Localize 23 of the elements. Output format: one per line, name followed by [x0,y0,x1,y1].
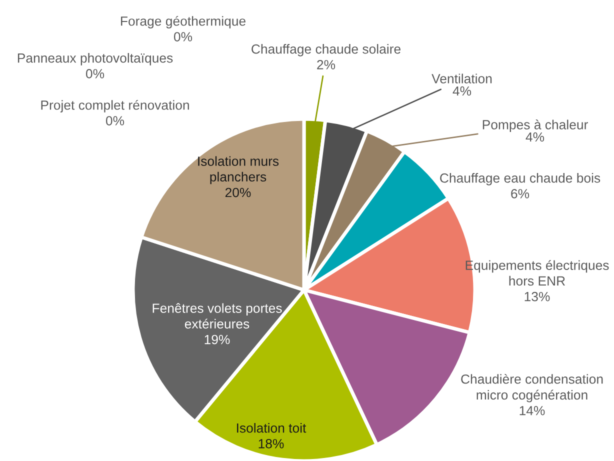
slice-label: Fenêtres volets portes extérieures [152,303,282,329]
slice-label: Isolation murs planchers [198,156,279,184]
data-label: 19% [204,334,230,344]
slice-label: Chauffage eau chaude bois [440,173,600,186]
data-label: 2% [317,60,336,70]
category-label: Forage géothermique [121,16,246,28]
category-label: Projet complet rénovation [41,100,189,112]
text: 0% [106,116,124,126]
slice-label: Chauffage chaude solaire [252,44,400,56]
data-label: 13% [524,292,550,302]
text: 0% [174,32,192,42]
text: 0% [86,69,104,78]
slice-label: Isolation toit [237,423,306,433]
data-label: 4% [452,86,472,96]
data-label: 18% [258,439,284,448]
data-label: 14% [520,406,545,416]
slice-label: Ventilation [432,74,492,84]
category-label: Panneaux photovoltaïques [18,53,173,66]
data-label: 4% [526,132,544,142]
data-label: 6% [511,189,530,198]
data-label: 20% [225,188,251,198]
slice-label: Pompes à chaleur [482,120,588,132]
slice-label: Chaudière condensation micro cogénération [461,374,603,402]
